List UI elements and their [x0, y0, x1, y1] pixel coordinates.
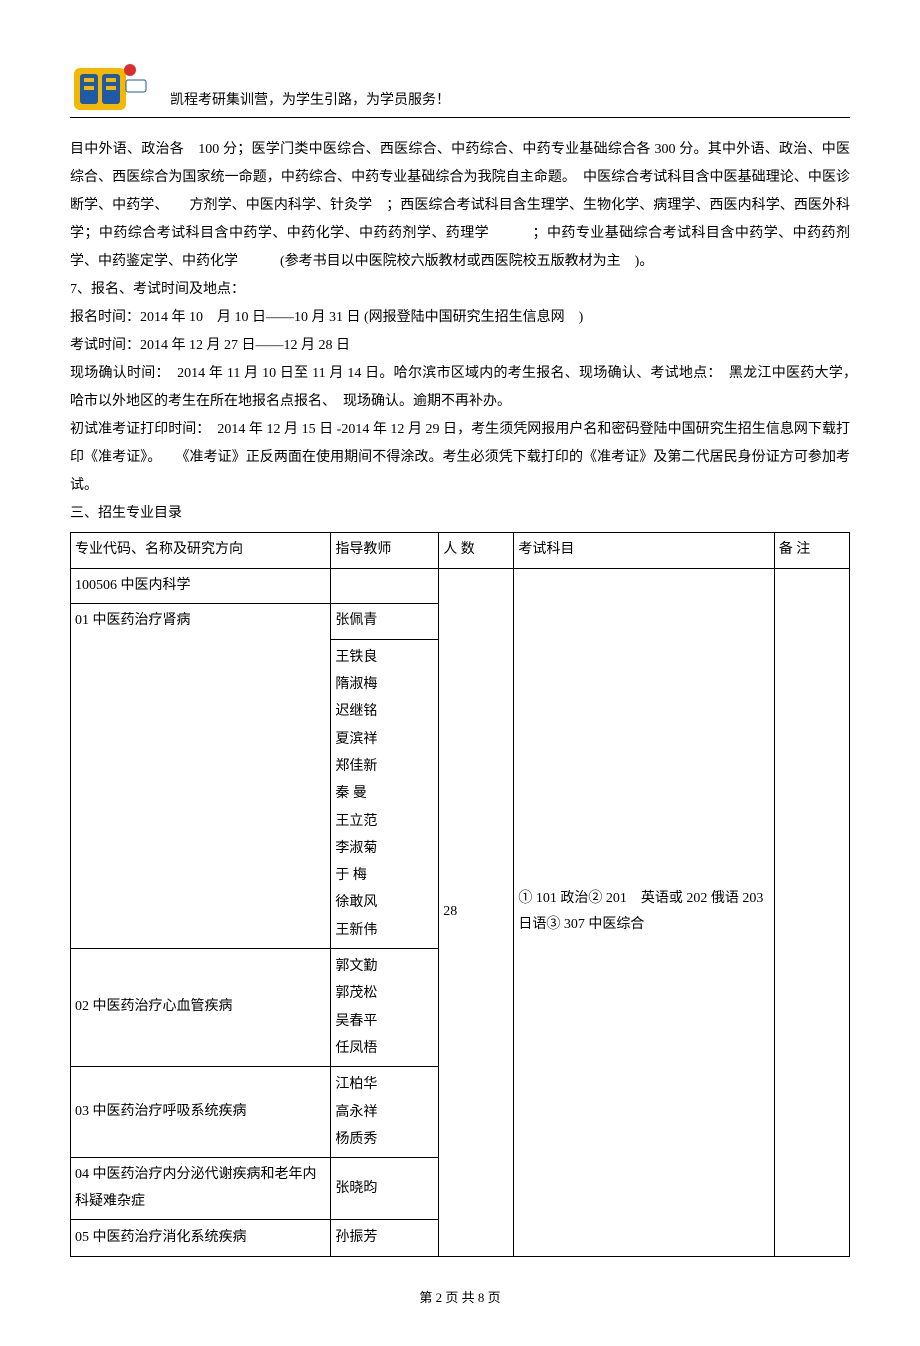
th-remark: 备 注: [774, 533, 849, 569]
admissions-table: 专业代码、名称及研究方向 指导教师 人 数 考试科目 备 注 100506 中医…: [70, 532, 850, 1257]
cell-count: 28: [439, 568, 514, 1256]
cell-names-05: 孙振芳: [331, 1220, 439, 1256]
cell-names-01: 王铁良 隋淑梅 迟继铭 夏滨祥 郑佳新 秦 曼 王立范 李淑菊 于 梅 徐敢风 …: [331, 639, 439, 948]
cell-dir-03: 03 中医药治疗呼吸系统疾病: [71, 1067, 331, 1158]
cell-exam: ① 101 政治② 201 英语或 202 俄语 203 日语③ 307 中医综…: [514, 568, 774, 1256]
para-1: 目中外语、政治各 100 分；医学门类中医综合、西医综合、中药综合、中药专业基础…: [70, 136, 850, 276]
para-5: 现场确认时间： 2014 年 11 月 10 日至 11 月 14 日。哈尔滨市…: [70, 360, 850, 416]
th-count: 人 数: [439, 533, 514, 569]
cell-name-first: 张佩青: [331, 604, 439, 640]
cell-dir-04: 04 中医药治疗内分泌代谢疾病和老年内科疑难杂症: [71, 1158, 331, 1220]
kaicheng-logo: [70, 60, 150, 115]
para-4: 考试时间：2014 年 12 月 27 日——12 月 28 日: [70, 332, 850, 360]
cell-dir-05: 05 中医药治疗消化系统疾病: [71, 1220, 331, 1256]
para-3: 报名时间：2014 年 10 月 10 日——10 月 31 日 (网报登陆中国…: [70, 304, 850, 332]
para-2: 7、报名、考试时间及地点：: [70, 276, 850, 304]
cell-names-04: 张晓昀: [331, 1158, 439, 1220]
table-row: 100506 中医内科学 28 ① 101 政治② 201 英语或 202 俄语…: [71, 568, 850, 604]
cell-dir-02: 02 中医药治疗心血管疾病: [71, 949, 331, 1067]
cell-names-03: 江柏华 高永祥 杨质秀: [331, 1067, 439, 1158]
th-exam: 考试科目: [514, 533, 774, 569]
header-tagline: 凯程考研集训营，为学生引路，为学员服务！: [170, 89, 450, 115]
page-container: 凯程考研集训营，为学生引路，为学员服务！ 目中外语、政治各 100 分；医学门类…: [0, 0, 920, 1346]
page-header: 凯程考研集训营，为学生引路，为学员服务！: [70, 60, 850, 118]
cell-empty: [331, 568, 439, 604]
cell-dir-01: 01 中医药治疗肾病: [71, 604, 331, 949]
cell-remark: [774, 568, 849, 1256]
th-direction: 专业代码、名称及研究方向: [71, 533, 331, 569]
body-content: 目中外语、政治各 100 分；医学门类中医综合、西医综合、中药综合、中药专业基础…: [70, 136, 850, 528]
table-header-row: 专业代码、名称及研究方向 指导教师 人 数 考试科目 备 注: [71, 533, 850, 569]
para-7: 三、招生专业目录: [70, 500, 850, 528]
th-advisor: 指导教师: [331, 533, 439, 569]
cell-subject: 100506 中医内科学: [71, 568, 331, 604]
cell-names-02: 郭文勤 郭茂松 吴春平 任凤梧: [331, 949, 439, 1067]
para-6: 初试准考证打印时间： 2014 年 12 月 15 日 -2014 年 12 月…: [70, 416, 850, 500]
